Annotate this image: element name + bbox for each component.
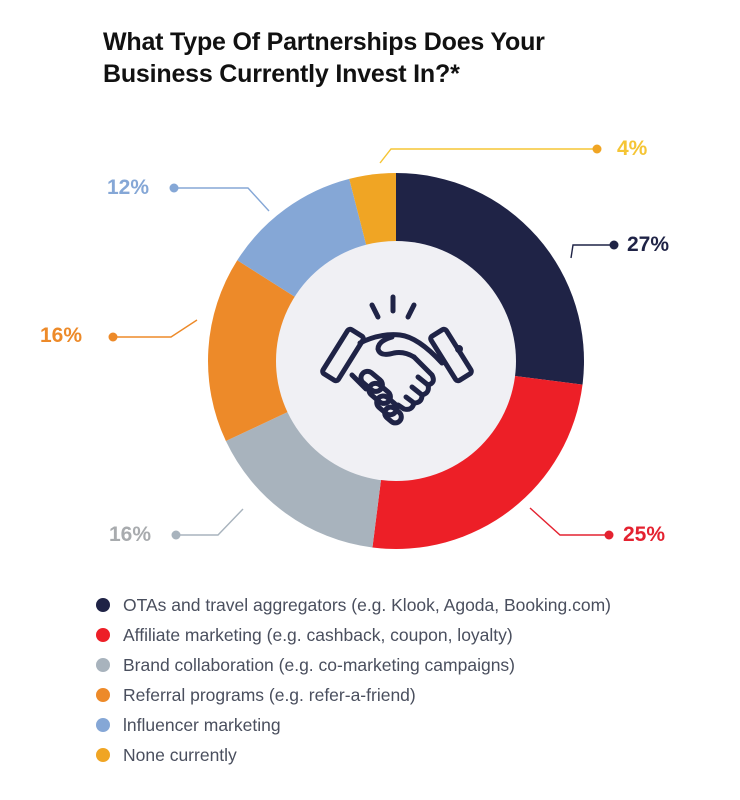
legend-dot-affiliate [96, 628, 110, 642]
chart-title-line-1: What Type Of Partnerships Does Your [103, 28, 545, 56]
legend-item-referral: Referral programs (e.g. refer-a-friend) [96, 680, 611, 710]
leader-line-otas [570, 244, 612, 259]
legend-item-otas: OTAs and travel aggregators (e.g. Klook,… [96, 590, 611, 620]
legend-label-referral: Referral programs (e.g. refer-a-friend) [123, 684, 416, 705]
legend-item-affiliate: Affiliate marketing (e.g. cashback, coup… [96, 620, 611, 650]
legend-label-otas: OTAs and travel aggregators (e.g. Klook,… [123, 594, 611, 615]
legend-item-none: None currently [96, 740, 611, 770]
leader-line-influencer [176, 187, 270, 212]
leader-dot-referral [108, 332, 118, 342]
legend-label-affiliate: Affiliate marketing (e.g. cashback, coup… [123, 624, 513, 645]
legend-item-brand: Brand collaboration (e.g. co-marketing c… [96, 650, 611, 680]
leader-line-none [379, 148, 595, 164]
legend-item-influencer: lnfluencer marketing [96, 710, 611, 740]
leader-line-referral [115, 319, 198, 338]
value-label-referral: 16% [40, 324, 83, 347]
legend-dot-referral [96, 688, 110, 702]
leader-dot-none [592, 144, 602, 154]
chart-title: What Type Of Partnerships Does Your Busi… [103, 26, 663, 90]
legend-dot-otas [96, 598, 110, 612]
legend: OTAs and travel aggregators (e.g. Klook,… [96, 590, 611, 770]
value-label-otas: 27% [627, 233, 670, 256]
legend-dot-brand [96, 658, 110, 672]
leader-dot-affiliate [604, 530, 614, 540]
donut-center [276, 241, 516, 481]
leader-lines [108, 144, 619, 540]
leader-line-affiliate [529, 507, 607, 536]
leader-dot-brand [171, 530, 181, 540]
value-label-brand: 16% [109, 523, 152, 546]
legend-label-none: None currently [123, 744, 237, 765]
leader-dot-otas [609, 240, 619, 250]
value-label-affiliate: 25% [623, 523, 666, 546]
leader-dot-influencer [169, 183, 179, 193]
value-label-influencer: 12% [107, 176, 150, 199]
chart-title-line-2: Business Currently Invest In?* [103, 60, 460, 88]
legend-label-influencer: lnfluencer marketing [123, 714, 281, 735]
leader-line-brand [178, 508, 244, 536]
legend-dot-influencer [96, 718, 110, 732]
value-label-none: 4% [617, 137, 648, 160]
legend-label-brand: Brand collaboration (e.g. co-marketing c… [123, 654, 515, 675]
handshake-icon [320, 294, 474, 426]
legend-dot-none [96, 748, 110, 762]
